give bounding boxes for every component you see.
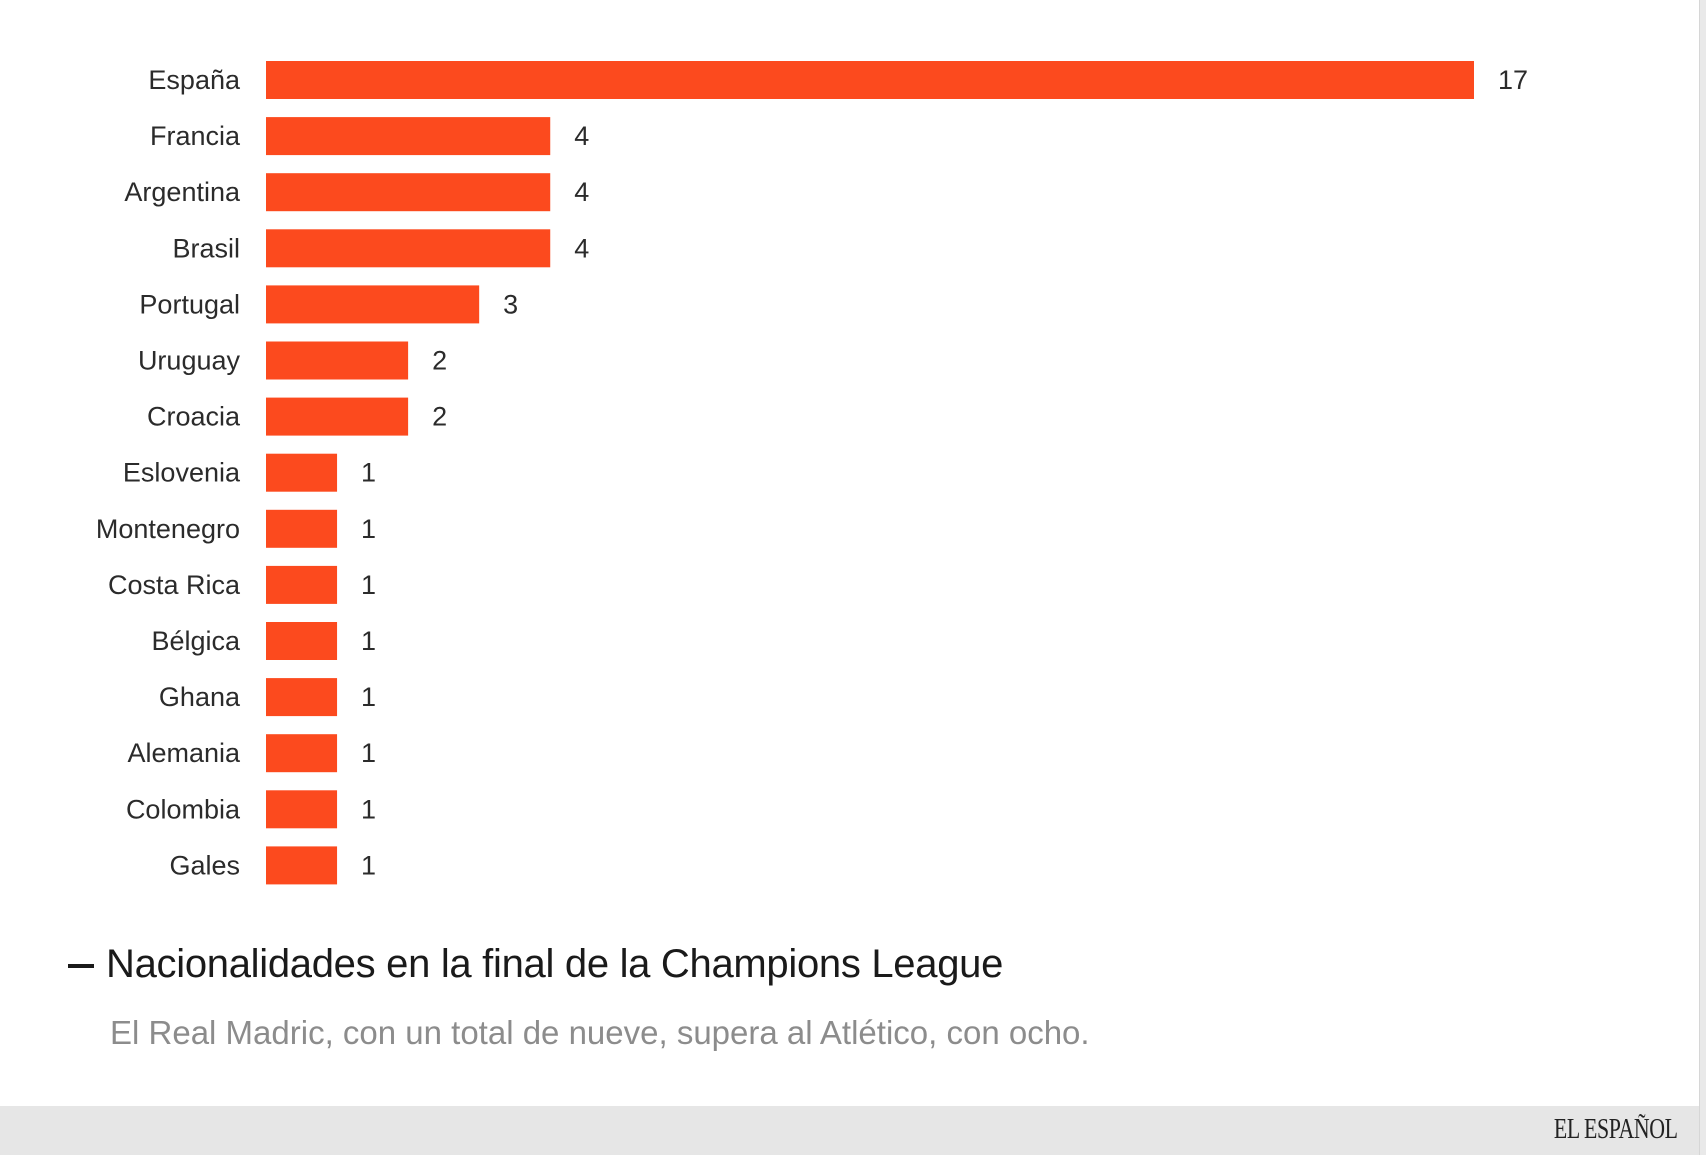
category-label-10: Bélgica [151, 626, 241, 656]
category-label-5: Uruguay [138, 346, 241, 376]
value-label-13: 1 [361, 794, 376, 824]
bar-12[interactable] [266, 734, 338, 773]
bar-6[interactable] [266, 397, 409, 436]
category-label-1: Francia [150, 121, 241, 151]
bar-4[interactable] [266, 285, 480, 324]
value-label-8: 1 [361, 514, 376, 544]
value-label-11: 1 [361, 682, 376, 712]
value-label-14: 1 [361, 850, 376, 880]
bar-1[interactable] [266, 117, 551, 156]
chart-subtitle: El Real Madric, con un total de nueve, s… [110, 1014, 1090, 1051]
value-label-4: 3 [503, 289, 518, 319]
bar-2[interactable] [266, 173, 551, 212]
value-label-7: 1 [361, 458, 376, 488]
value-label-5: 2 [432, 346, 447, 376]
scrollbar-edge[interactable] [1699, 0, 1706, 1155]
category-label-6: Croacia [147, 402, 241, 432]
value-label-1: 4 [574, 121, 589, 151]
brand-logo: EL ESPAÑOL [1554, 1114, 1678, 1145]
category-label-4: Portugal [139, 289, 240, 319]
bar-14[interactable] [266, 846, 338, 885]
value-label-6: 2 [432, 402, 447, 432]
value-label-9: 1 [361, 570, 376, 600]
category-label-0: España [148, 65, 241, 95]
footer-bar: EL ESPAÑOL [0, 1106, 1700, 1155]
value-label-3: 4 [574, 233, 589, 263]
bar-10[interactable] [266, 622, 338, 660]
category-label-3: Brasil [172, 233, 240, 263]
category-label-12: Alemania [127, 738, 241, 768]
category-label-2: Argentina [124, 177, 241, 207]
chart-title-row: Nacionalidades en la final de la Champio… [68, 942, 1003, 987]
bar-9[interactable] [266, 565, 338, 604]
category-label-9: Costa Rica [108, 570, 241, 600]
category-label-8: Montenegro [96, 514, 240, 544]
bar-0[interactable] [266, 61, 1474, 99]
bar-11[interactable] [266, 678, 338, 717]
category-label-7: Eslovenia [123, 458, 241, 488]
bar-3[interactable] [266, 229, 551, 268]
category-label-11: Ghana [159, 682, 241, 712]
chart-title: Nacionalidades en la final de la Champio… [106, 942, 1004, 986]
bar-7[interactable] [266, 453, 338, 492]
bar-8[interactable] [266, 509, 338, 548]
bar-13[interactable] [266, 790, 338, 829]
bar-chart: España 17 Francia 4 Argentina 4 Brasil 4 Portuga… [96, 61, 1528, 885]
value-label-2: 4 [574, 177, 589, 207]
title-dash-icon [68, 963, 94, 968]
value-label-12: 1 [361, 738, 376, 768]
value-label-10: 1 [361, 626, 376, 656]
category-label-14: Gales [169, 850, 240, 880]
value-label-0: 17 [1498, 65, 1528, 95]
category-label-13: Colombia [126, 794, 241, 824]
bar-5[interactable] [266, 341, 409, 380]
